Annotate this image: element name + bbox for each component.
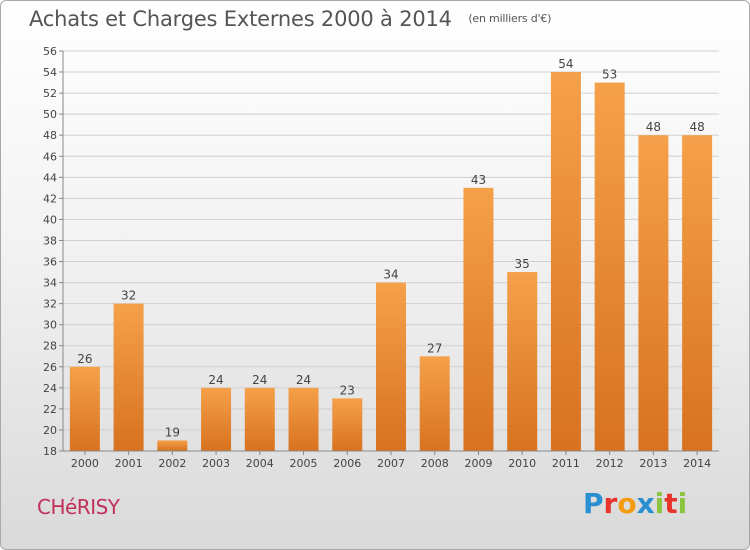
bar-value-label: 53 <box>602 68 617 82</box>
bar <box>332 398 363 451</box>
bar-value-label: 24 <box>296 373 311 387</box>
x-tick-label: 2010 <box>508 457 536 470</box>
y-tick-label: 38 <box>43 234 57 247</box>
bar <box>69 366 100 451</box>
bar <box>594 82 625 451</box>
bar <box>507 272 538 451</box>
x-tick-label: 2013 <box>639 457 667 470</box>
y-tick-label: 42 <box>43 192 57 205</box>
bar <box>419 356 450 451</box>
y-tick-label: 26 <box>43 361 57 374</box>
logo-letter: r <box>603 487 618 520</box>
logo-letter: o <box>617 487 637 520</box>
bar-value-label: 23 <box>340 383 355 397</box>
bar <box>376 282 406 451</box>
x-tick-label: 2004 <box>246 457 274 470</box>
x-tick-label: 2012 <box>596 457 624 470</box>
y-tick-label: 54 <box>43 66 57 79</box>
x-tick-label: 2014 <box>683 457 711 470</box>
bar <box>682 135 713 452</box>
bar <box>157 440 188 451</box>
bar-value-label: 43 <box>471 173 486 187</box>
y-tick-label: 56 <box>43 45 57 58</box>
x-tick-label: 2007 <box>377 457 405 470</box>
logo-letter: x <box>636 487 655 520</box>
bar <box>288 387 319 451</box>
y-tick-label: 32 <box>43 298 57 311</box>
x-tick-label: 2001 <box>115 457 143 470</box>
chart-title: Achats et Charges Externes 2000 à 2014 (… <box>29 7 551 31</box>
logo-letter: P <box>583 487 604 520</box>
y-tick-label: 28 <box>43 340 57 353</box>
x-tick-label: 2011 <box>552 457 580 470</box>
bar-value-label: 19 <box>165 425 180 439</box>
y-tick-label: 48 <box>43 129 57 142</box>
y-tick-label: 30 <box>43 319 57 332</box>
proxiti-logo: Proxiti <box>583 487 687 520</box>
bar-value-label: 48 <box>689 120 704 134</box>
y-tick-label: 24 <box>43 382 57 395</box>
bar-value-label: 34 <box>383 268 398 282</box>
city-name: CHéRISY <box>37 495 120 519</box>
y-tick-label: 52 <box>43 87 57 100</box>
bar <box>201 387 232 451</box>
chart-title-text: Achats et Charges Externes 2000 à 2014 <box>29 7 452 31</box>
y-tick-label: 44 <box>43 171 57 184</box>
bar <box>463 187 494 451</box>
bar-value-label: 24 <box>252 373 267 387</box>
bar-value-label: 26 <box>77 352 92 366</box>
x-tick-label: 2000 <box>71 457 99 470</box>
x-tick-label: 2005 <box>290 457 318 470</box>
logo-letter: i <box>654 487 665 520</box>
bar-value-label: 48 <box>646 120 661 134</box>
y-tick-label: 18 <box>43 445 57 458</box>
y-tick-label: 36 <box>43 256 57 269</box>
x-tick-label: 2006 <box>333 457 361 470</box>
y-tick-label: 50 <box>43 108 57 121</box>
bar-value-label: 24 <box>208 373 223 387</box>
x-axis: 2000 2001 2002 2003 2004 2005 2006 2007 2008 2009… <box>63 450 719 470</box>
x-tick-label: 2002 <box>158 457 186 470</box>
bar <box>244 387 275 451</box>
bars: 26 32 19 24 24 24 23 34 27 43 35 54 53 48 48 <box>69 57 713 452</box>
y-tick-label: 46 <box>43 150 57 163</box>
y-tick-label: 34 <box>43 277 57 290</box>
x-tick-label: 2003 <box>202 457 230 470</box>
bar <box>550 72 581 451</box>
y-tick-label: 22 <box>43 403 57 416</box>
logo-letter: t <box>664 487 678 520</box>
x-tick-label: 2008 <box>421 457 449 470</box>
logo-letter: i <box>677 487 688 520</box>
unit-note: (en milliers d'€) <box>468 12 552 25</box>
y-tick-label: 20 <box>43 424 57 437</box>
x-tick-label: 2009 <box>464 457 492 470</box>
bar-value-label: 35 <box>515 257 530 271</box>
bar <box>113 303 144 451</box>
bar-value-label: 54 <box>558 57 573 71</box>
bar <box>638 135 669 452</box>
bar-value-label: 32 <box>121 289 136 303</box>
bar-value-label: 27 <box>427 341 442 355</box>
y-tick-label: 40 <box>43 213 57 226</box>
y-axis: 18 20 22 24 26 28 30 32 34 36 38 40 42 44 46 48 50 52 54 56 <box>43 45 64 458</box>
